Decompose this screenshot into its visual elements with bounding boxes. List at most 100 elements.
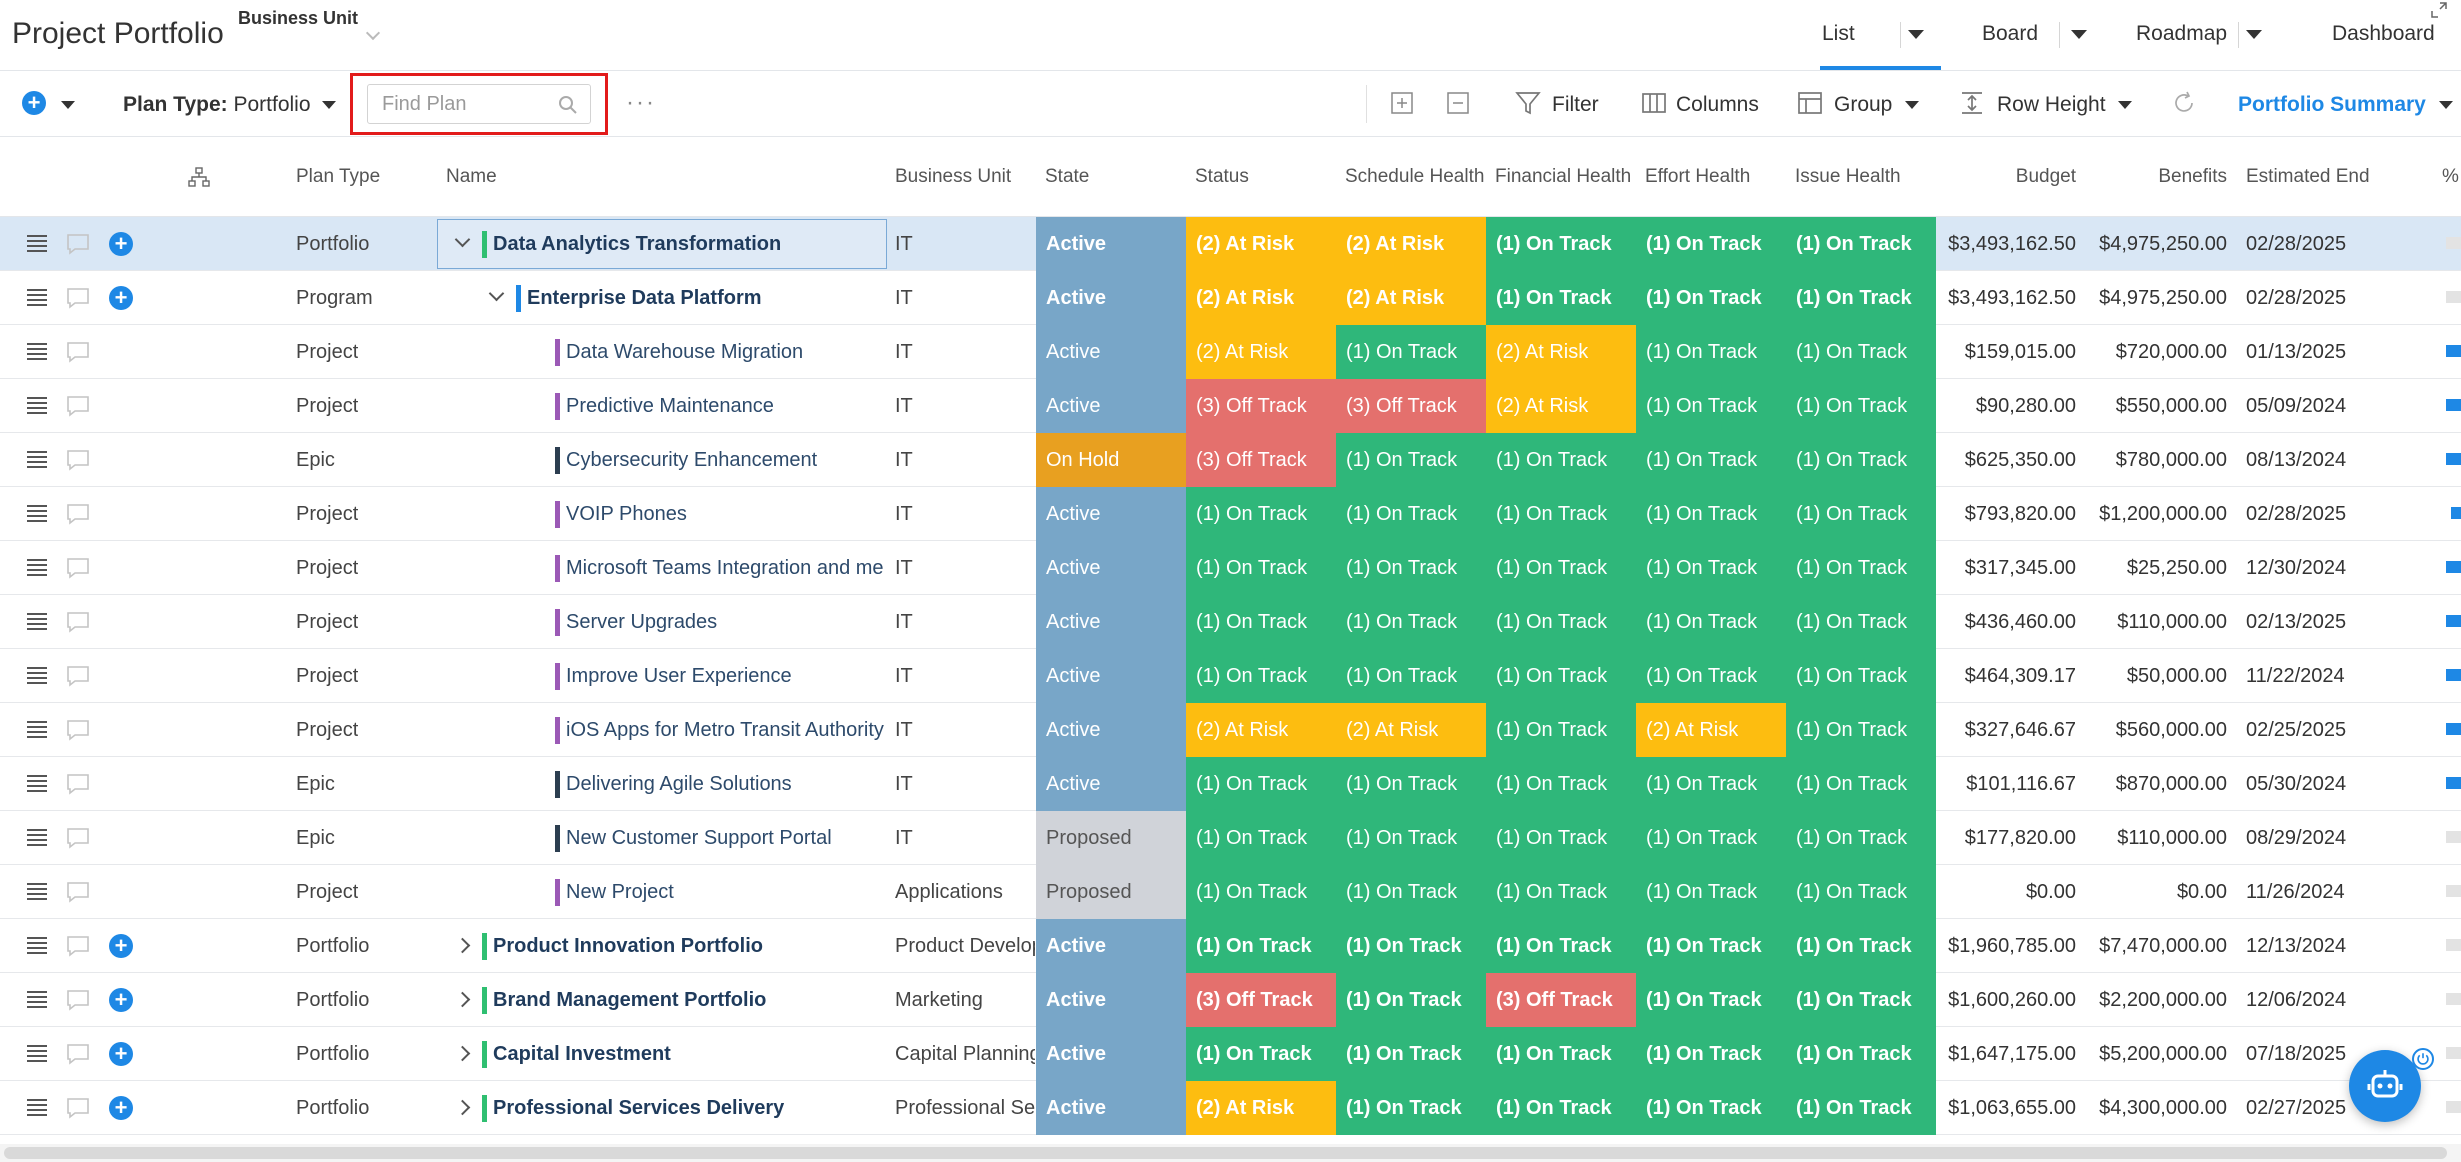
list-options-caret-icon[interactable] bbox=[1908, 30, 1924, 39]
column-header-state[interactable]: State bbox=[1045, 166, 1090, 187]
issue-health-cell[interactable]: (1) On Track bbox=[1786, 217, 1936, 271]
status-cell[interactable]: (3) Off Track bbox=[1186, 433, 1336, 487]
row-menu-icon[interactable] bbox=[26, 287, 48, 307]
financial-health-cell[interactable]: (1) On Track bbox=[1486, 541, 1636, 595]
schedule-health-cell[interactable]: (1) On Track bbox=[1336, 487, 1486, 541]
roadmap-options-caret-icon[interactable] bbox=[2246, 30, 2262, 39]
schedule-health-cell[interactable]: (1) On Track bbox=[1336, 595, 1486, 649]
row-menu-icon[interactable] bbox=[26, 1043, 48, 1063]
issue-health-cell[interactable]: (1) On Track bbox=[1786, 1027, 1936, 1081]
effort-health-cell[interactable]: (1) On Track bbox=[1636, 325, 1786, 379]
issue-health-cell[interactable]: (1) On Track bbox=[1786, 595, 1936, 649]
assistant-chat-button[interactable] bbox=[2349, 1050, 2421, 1122]
issue-health-cell[interactable]: (1) On Track bbox=[1786, 487, 1936, 541]
effort-health-cell[interactable]: (1) On Track bbox=[1636, 433, 1786, 487]
schedule-health-cell[interactable]: (1) On Track bbox=[1336, 1081, 1486, 1135]
tab-board[interactable]: Board bbox=[1982, 22, 2039, 45]
table-row[interactable]: Project VOIP Phones IT Active (1) On Track (1… bbox=[0, 487, 2461, 541]
schedule-health-cell[interactable]: (2) At Risk bbox=[1336, 703, 1486, 757]
issue-health-cell[interactable]: (1) On Track bbox=[1786, 757, 1936, 811]
financial-health-cell[interactable]: (2) At Risk bbox=[1486, 325, 1636, 379]
financial-health-cell[interactable]: (1) On Track bbox=[1486, 217, 1636, 271]
column-header-schedule-health[interactable]: Schedule Health bbox=[1345, 166, 1485, 187]
power-icon[interactable] bbox=[2412, 1048, 2434, 1070]
state-badge[interactable]: Active bbox=[1036, 379, 1186, 433]
schedule-health-cell[interactable]: (1) On Track bbox=[1336, 1027, 1486, 1081]
effort-health-cell[interactable]: (1) On Track bbox=[1636, 757, 1786, 811]
table-row[interactable]: + Portfolio Product Innovation Portfolio Pr… bbox=[0, 919, 2461, 973]
plan-name-link[interactable]: Cybersecurity Enhancement bbox=[566, 449, 818, 471]
expand-icon[interactable] bbox=[2431, 2, 2447, 18]
columns-icon[interactable] bbox=[1640, 89, 1668, 117]
status-cell[interactable]: (2) At Risk bbox=[1186, 1081, 1336, 1135]
plan-name-link[interactable]: Predictive Maintenance bbox=[566, 395, 774, 417]
refresh-icon[interactable] bbox=[2170, 89, 2198, 117]
issue-health-cell[interactable]: (1) On Track bbox=[1786, 325, 1936, 379]
status-cell[interactable]: (1) On Track bbox=[1186, 1027, 1336, 1081]
row-menu-icon[interactable] bbox=[26, 503, 48, 523]
state-badge[interactable]: Active bbox=[1036, 1081, 1186, 1135]
comment-icon[interactable] bbox=[66, 611, 90, 633]
state-badge[interactable]: Active bbox=[1036, 919, 1186, 973]
plan-name-link[interactable]: Capital Investment bbox=[493, 1043, 671, 1065]
comment-icon[interactable] bbox=[66, 989, 90, 1011]
add-child-button[interactable]: + bbox=[109, 934, 133, 958]
status-cell[interactable]: (2) At Risk bbox=[1186, 217, 1336, 271]
plan-name-link[interactable]: Brand Management Portfolio bbox=[493, 989, 767, 1011]
plan-name-link[interactable]: Data Analytics Transformation bbox=[493, 233, 782, 255]
comment-icon[interactable] bbox=[66, 341, 90, 363]
row-menu-icon[interactable] bbox=[26, 935, 48, 955]
hierarchy-icon[interactable] bbox=[188, 167, 210, 187]
schedule-health-cell[interactable]: (1) On Track bbox=[1336, 973, 1486, 1027]
plan-name-link[interactable]: Data Warehouse Migration bbox=[566, 341, 804, 363]
schedule-health-cell[interactable]: (2) At Risk bbox=[1336, 217, 1486, 271]
table-row[interactable]: Project Server Upgrades IT Active (1) On Tra… bbox=[0, 595, 2461, 649]
comment-icon[interactable] bbox=[66, 881, 90, 903]
state-badge[interactable]: Active bbox=[1036, 541, 1186, 595]
effort-health-cell[interactable]: (1) On Track bbox=[1636, 1081, 1786, 1135]
issue-health-cell[interactable]: (1) On Track bbox=[1786, 811, 1936, 865]
chevron-down-icon[interactable] bbox=[488, 285, 505, 302]
plan-name-link[interactable]: VOIP Phones bbox=[566, 503, 687, 525]
effort-health-cell[interactable]: (1) On Track bbox=[1636, 595, 1786, 649]
add-child-button[interactable]: + bbox=[109, 988, 133, 1012]
financial-health-cell[interactable]: (1) On Track bbox=[1486, 865, 1636, 919]
add-child-button[interactable]: + bbox=[109, 232, 133, 256]
state-badge[interactable]: Active bbox=[1036, 649, 1186, 703]
state-badge[interactable]: Active bbox=[1036, 757, 1186, 811]
status-cell[interactable]: (2) At Risk bbox=[1186, 271, 1336, 325]
issue-health-cell[interactable]: (1) On Track bbox=[1786, 865, 1936, 919]
effort-health-cell[interactable]: (1) On Track bbox=[1636, 271, 1786, 325]
table-row[interactable]: + Portfolio Brand Management Portfolio Mark… bbox=[0, 973, 2461, 1027]
comment-icon[interactable] bbox=[66, 287, 90, 309]
schedule-health-cell[interactable]: (1) On Track bbox=[1336, 811, 1486, 865]
effort-health-cell[interactable]: (1) On Track bbox=[1636, 1027, 1786, 1081]
plan-name-link[interactable]: Product Innovation Portfolio bbox=[493, 935, 763, 957]
table-row[interactable]: Project iOS Apps for Metro Transit Author… bbox=[0, 703, 2461, 757]
effort-health-cell[interactable]: (1) On Track bbox=[1636, 217, 1786, 271]
schedule-health-cell[interactable]: (2) At Risk bbox=[1336, 271, 1486, 325]
schedule-health-cell[interactable]: (1) On Track bbox=[1336, 541, 1486, 595]
more-options-button[interactable]: ··· bbox=[626, 89, 656, 116]
column-header-budget[interactable]: Budget bbox=[2015, 166, 2076, 187]
financial-health-cell[interactable]: (1) On Track bbox=[1486, 1027, 1636, 1081]
chevron-right-icon[interactable] bbox=[454, 991, 471, 1008]
column-header-name[interactable]: Name bbox=[446, 166, 497, 187]
business-unit-dropdown[interactable]: Business Unit bbox=[238, 8, 381, 41]
effort-health-cell[interactable]: (1) On Track bbox=[1636, 379, 1786, 433]
portfolio-summary-caret-icon[interactable] bbox=[2439, 101, 2453, 109]
status-cell[interactable]: (1) On Track bbox=[1186, 757, 1336, 811]
comment-icon[interactable] bbox=[66, 935, 90, 957]
status-cell[interactable]: (1) On Track bbox=[1186, 865, 1336, 919]
issue-health-cell[interactable]: (1) On Track bbox=[1786, 919, 1936, 973]
schedule-health-cell[interactable]: (1) On Track bbox=[1336, 649, 1486, 703]
row-menu-icon[interactable] bbox=[26, 341, 48, 361]
effort-health-cell[interactable]: (1) On Track bbox=[1636, 973, 1786, 1027]
table-row[interactable]: + Portfolio Capital Investment Capital Plan… bbox=[0, 1027, 2461, 1081]
row-menu-icon[interactable] bbox=[26, 611, 48, 631]
add-plan-button[interactable]: + bbox=[22, 91, 46, 115]
column-header-effort-health[interactable]: Effort Health bbox=[1645, 166, 1751, 187]
effort-health-cell[interactable]: (1) On Track bbox=[1636, 811, 1786, 865]
column-header-business-unit[interactable]: Business Unit bbox=[895, 166, 1012, 187]
effort-health-cell[interactable]: (1) On Track bbox=[1636, 865, 1786, 919]
